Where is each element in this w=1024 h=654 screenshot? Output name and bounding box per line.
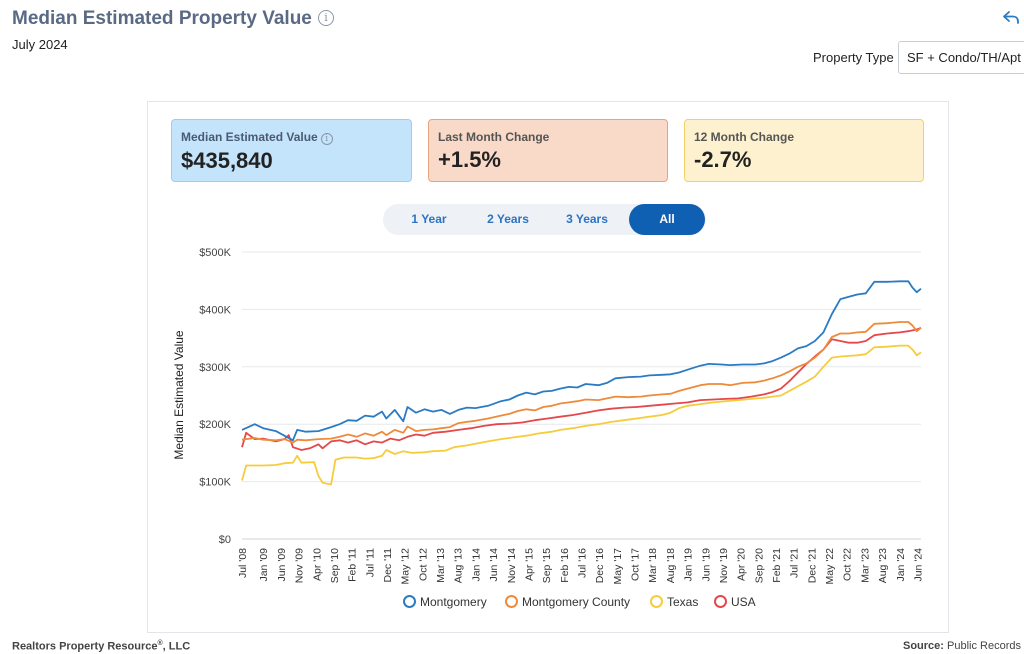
- report-date: July 2024: [12, 37, 68, 52]
- twelve-month-change-card: 12 Month Change -2.7%: [684, 119, 924, 182]
- twelve-month-change-label: 12 Month Change: [694, 130, 795, 144]
- time-range-tabs: 1 Year 2 Years 3 Years All: [383, 204, 706, 235]
- legend-label: Texas: [667, 595, 699, 609]
- last-month-change-value: +1.5%: [438, 147, 501, 172]
- legend-item-montgomery[interactable]: Montgomery: [403, 595, 487, 609]
- median-value-label: Median Estimated Value: [181, 130, 318, 144]
- footer-attribution: Realtors Property Resource®, LLC: [12, 640, 190, 653]
- legend-marker: [403, 595, 416, 608]
- legend-label: Montgomery County: [522, 595, 631, 609]
- median-value-card: Median Estimated Value i $435,840: [171, 119, 412, 182]
- legend-label: USA: [731, 595, 756, 609]
- info-icon[interactable]: i: [320, 133, 333, 145]
- legend-marker: [714, 595, 727, 608]
- registered-mark: ®: [157, 640, 163, 647]
- source-label: Source:: [902, 640, 944, 652]
- tab-3-years[interactable]: 3 Years: [566, 212, 608, 226]
- property-type-select[interactable]: SF + Condo/TH/Apt: [898, 41, 1024, 74]
- info-icon[interactable]: i: [318, 10, 334, 26]
- legend-item-usa[interactable]: USA: [714, 595, 756, 609]
- tab-2-years[interactable]: 2 Years: [487, 212, 529, 226]
- twelve-month-change-value: -2.7%: [694, 147, 752, 172]
- page-title: Median Estimated Property Value: [12, 8, 312, 29]
- last-month-change-label: Last Month Change: [438, 130, 550, 144]
- median-value-label-row: Median Estimated Value i: [181, 130, 402, 145]
- back-arrow-icon[interactable]: [1002, 9, 1020, 25]
- legend-marker: [650, 595, 663, 608]
- last-month-change-card: Last Month Change +1.5%: [428, 119, 668, 182]
- legend-label: Montgomery: [420, 595, 487, 609]
- legend-item-texas[interactable]: Texas: [650, 595, 698, 609]
- source-value: Public Records: [947, 640, 1021, 652]
- tab-all[interactable]: All: [629, 204, 705, 235]
- tab-1-year[interactable]: 1 Year: [411, 212, 447, 226]
- footer-company-suffix: , LLC: [162, 640, 191, 653]
- legend-marker: [505, 595, 518, 608]
- footer-source: Source: Public Records: [903, 640, 1021, 652]
- footer-company: Realtors Property Resource: [12, 640, 158, 653]
- property-type-label: Property Type: [813, 50, 894, 65]
- legend-item-montgomery-county[interactable]: Montgomery County: [505, 595, 630, 609]
- median-value: $435,840: [181, 148, 273, 173]
